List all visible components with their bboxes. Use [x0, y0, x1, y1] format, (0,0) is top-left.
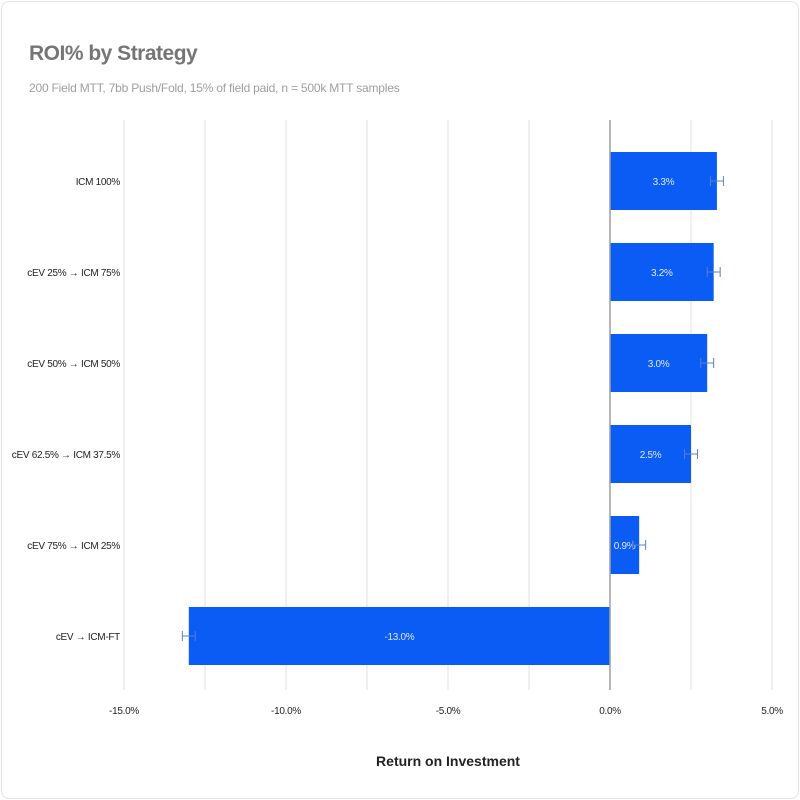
x-axis-title: Return on Investment [376, 753, 520, 769]
x-tick-label: -5.0% [436, 706, 461, 717]
data-label: 2.5% [640, 450, 662, 461]
bar [610, 243, 714, 301]
bar [610, 334, 708, 392]
y-tick-label: cEV 62.5% → ICM 37.5% [12, 450, 121, 461]
bar [610, 425, 691, 483]
y-tick-label: cEV 25% → ICM 75% [27, 268, 120, 279]
data-label: 0.9% [614, 541, 636, 552]
chart-title: ROI% by Strategy [29, 42, 198, 65]
x-tick-label: 0.0% [599, 706, 621, 717]
x-tick-label: 5.0% [761, 706, 783, 717]
chart-subtitle: 200 Field MTT, 7bb Push/Fold, 15% of fie… [29, 81, 400, 95]
data-label: 3.3% [653, 177, 675, 188]
bar [610, 152, 717, 210]
data-label: -13.0% [384, 632, 414, 643]
x-tick-label: -10.0% [271, 706, 301, 717]
x-tick-label: -15.0% [109, 706, 139, 717]
y-tick-label: cEV 75% → ICM 25% [27, 541, 120, 552]
data-label: 3.0% [648, 359, 670, 370]
y-tick-label: ICM 100% [76, 177, 121, 188]
y-tick-label: cEV 50% → ICM 50% [27, 359, 120, 370]
data-label: 3.2% [651, 268, 673, 279]
y-tick-label: cEV → ICM-FT [56, 632, 120, 643]
bar [188, 607, 611, 665]
